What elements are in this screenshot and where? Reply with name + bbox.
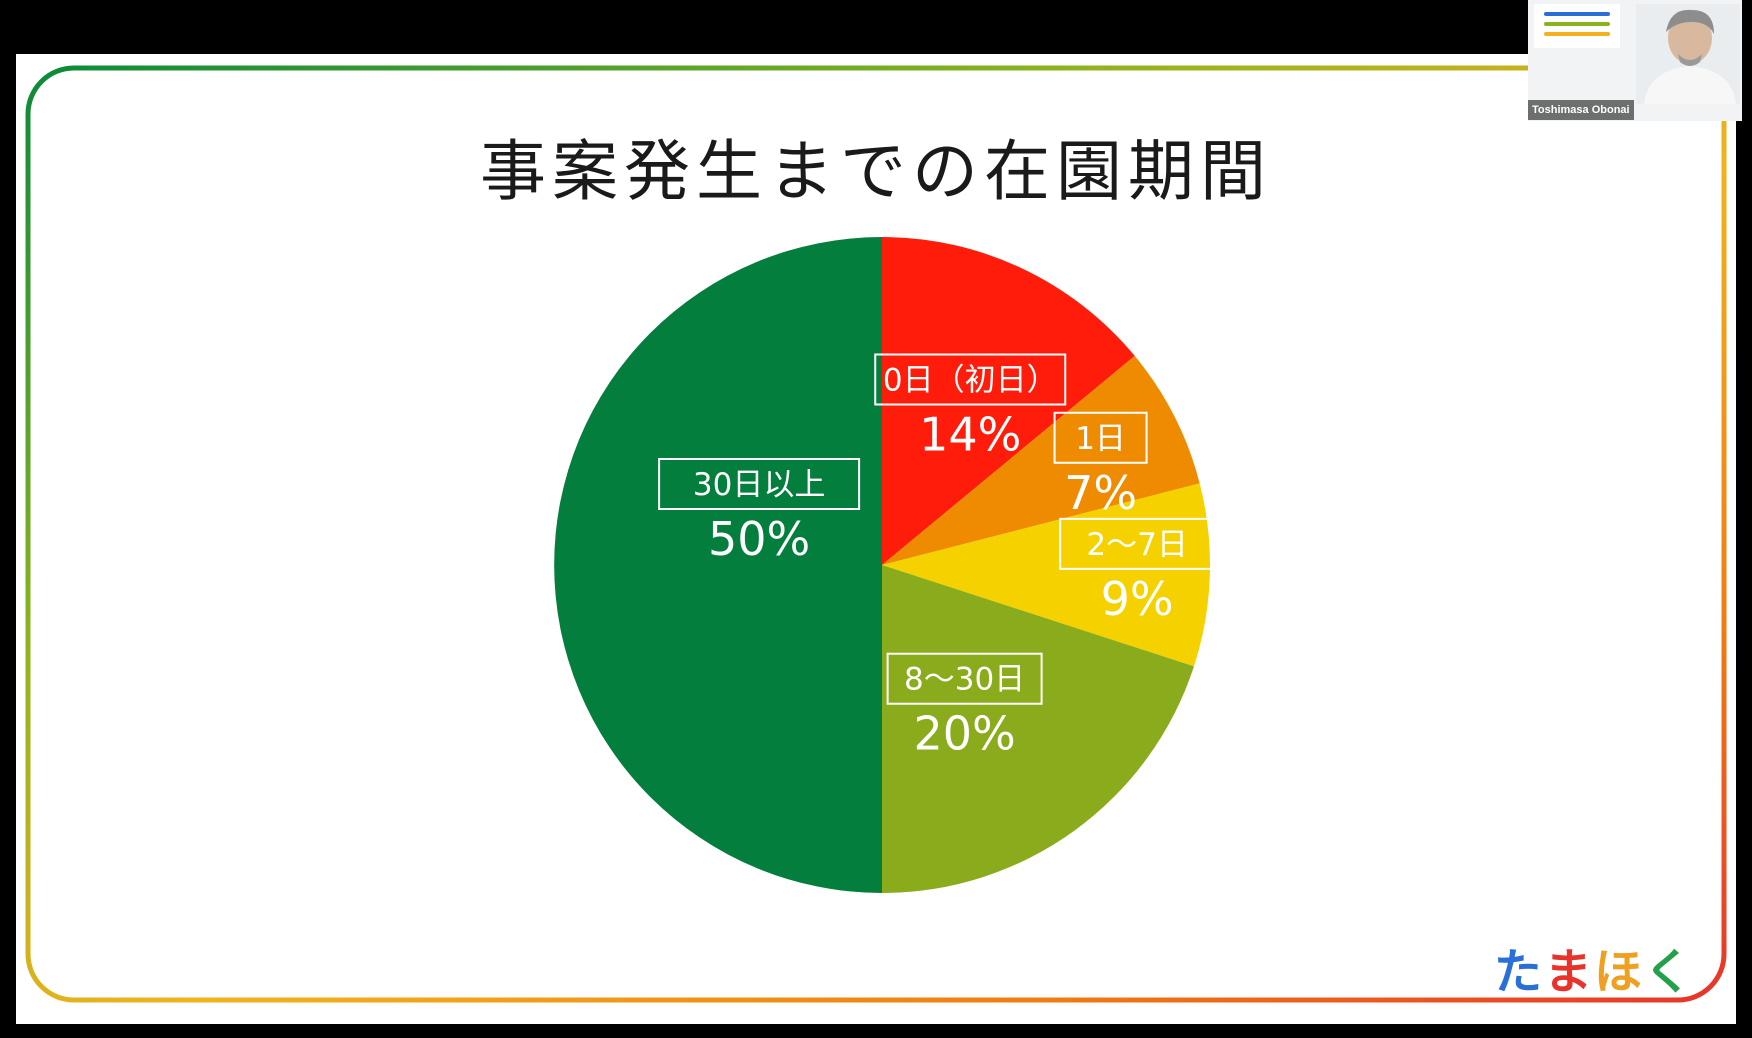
slice-category-label: 8〜30日 [904,662,1025,698]
slice-category-label: 2〜7日 [1086,527,1187,563]
presentation-slide: 事案発生までの在園期間 0日（初日） 14% 1日 7% 2〜7日 9% 8〜30日 20% 3… [16,54,1736,1024]
slice-label-group: 2〜7日 9% [1059,517,1216,626]
brand-logo-char: た [1493,944,1544,1000]
slice-label-box [886,652,1043,705]
slice-label-box [874,353,1067,406]
brand-logo-char: く [1643,944,1694,1000]
brand-logo: たまほく [1494,932,1694,1002]
video-call-tile[interactable]: Toshimasa Obonai [1528,0,1742,121]
slice-percent-label: 14% [919,407,1021,461]
slice-percent-label: 7% [1064,466,1137,520]
slice-label-group: 30日以上 50% [658,458,861,566]
pie-slice [882,237,1135,565]
speaker-name-label: Toshimasa Obonai [1528,100,1634,120]
slice-category-label: 30日以上 [693,467,825,503]
brand-logo-char: ほ [1593,944,1644,1000]
slide-title: 事案発生までの在園期間 [480,133,1272,210]
slide-frame [25,65,1727,1003]
slice-category-label: 0日（初日） [883,362,1058,398]
slice-percent-label: 50% [708,512,810,566]
slice-label-group: 0日（初日） 14% [874,353,1067,461]
slice-category-label: 1日 [1075,421,1126,457]
slice-label-box [1059,517,1216,570]
participant-video-icon [1636,4,1740,104]
pie-slice [882,565,1194,893]
slice-percent-label: 9% [1101,572,1174,626]
brand-logo-char: ま [1543,944,1594,1000]
slice-label-group: 1日7% [1053,411,1148,520]
slice-percent-label: 20% [913,707,1015,761]
pie-slice [554,237,882,893]
slice-label-box [1053,411,1148,464]
slice-label-group: 8〜30日 20% [886,652,1043,761]
pie-slice [882,483,1210,667]
slice-label-box [658,458,861,510]
pie-slice [882,355,1200,565]
shared-poster-thumbnail [1534,4,1620,48]
